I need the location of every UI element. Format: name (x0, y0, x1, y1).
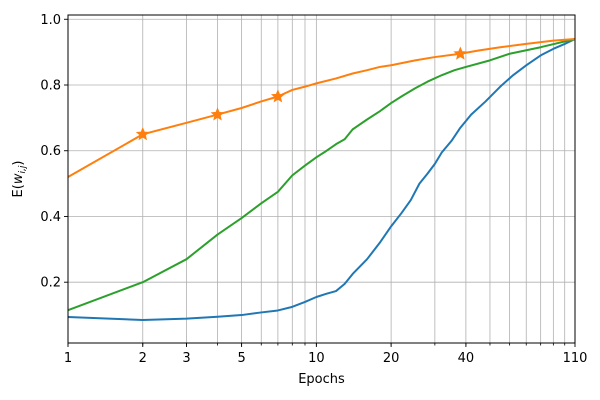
axis-ticks: 1 2 3 5 10 20 40 110 0.2 0.4 0.6 0.8 1.0 (40, 13, 587, 366)
x-axis-label: Epochs (298, 372, 345, 387)
x-tick-label: 10 (308, 351, 325, 366)
series-marker-star (135, 126, 150, 141)
series-marker-star (270, 89, 285, 103)
y-tick-label: 0.4 (40, 210, 61, 225)
y-tick-label: 1.0 (40, 13, 61, 28)
series-line-3 (67, 37, 576, 178)
x-tick-label: 110 (563, 351, 588, 366)
y-tick-label: 0.6 (40, 144, 61, 159)
x-tick-label: 1 (64, 351, 72, 366)
y-tick-label: 0.2 (40, 276, 61, 291)
x-tick-label: 5 (237, 351, 245, 366)
series-layer (67, 37, 576, 321)
x-tick-label: 2 (139, 351, 147, 366)
y-tick-label: 0.8 (40, 79, 61, 94)
x-tick-label: 20 (383, 351, 400, 366)
series-line-2 (67, 38, 576, 312)
plot-area-frame (67, 14, 576, 344)
x-tick-label: 3 (182, 351, 190, 366)
series-marker-star (210, 107, 225, 121)
series-line-1 (67, 38, 576, 321)
y-axis-label-text: E(wi,j) (11, 161, 28, 198)
grid (67, 15, 575, 343)
x-tick-label: 40 (458, 351, 475, 366)
series-marker-star (453, 46, 468, 60)
y-axis-label: E(wi,j) (11, 161, 28, 198)
